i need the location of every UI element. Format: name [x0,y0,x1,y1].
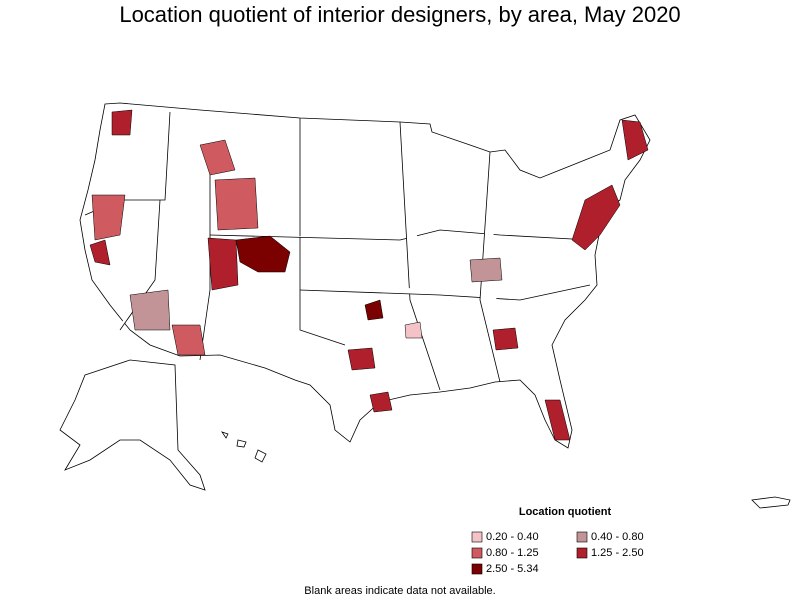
legend-swatch [576,547,588,559]
state-lines [199,150,211,361]
area-nevada-north [91,194,126,241]
area-houston [369,391,393,413]
legend-label: 0.20 - 0.40 [486,531,539,543]
legend-swatch [471,563,483,575]
area-wyoming [214,177,259,231]
legend: Location quotient 0.20 - 0.40 0.40 - 0.80… [471,506,644,575]
legend-label: 2.50 - 5.34 [486,563,539,575]
area-montana [199,139,236,176]
area-arizona [129,289,171,331]
legend-label: 1.25 - 2.50 [591,547,644,559]
state-lines [209,229,591,241]
map-title: Location quotient of interior designers,… [119,2,680,27]
legend-title: Location quotient [519,506,612,518]
state-lines [119,199,161,331]
area-memphis [404,321,423,339]
state-lines [299,118,346,346]
area-washington [111,109,133,136]
area-dallas [347,347,376,371]
legend-swatch [471,531,483,543]
area-co-west [207,237,239,291]
legend-label: 0.40 - 0.80 [591,531,644,543]
us-map [59,102,791,509]
legend-label: 0.80 - 1.25 [486,547,539,559]
footnote: Blank areas indicate data not available. [304,585,495,597]
alaska [59,359,206,491]
area-california [89,239,111,266]
state-lines [399,121,441,391]
legend-swatch [576,531,588,543]
area-atlanta [492,327,519,351]
legend-swatch [471,547,483,559]
hawaii [221,431,267,463]
area-denver [235,235,291,273]
area-arizona-south [171,324,206,356]
area-kansas-city [364,299,384,321]
area-ohio [469,257,503,283]
area-florida [544,399,571,441]
area-maine [621,119,649,161]
puerto-rico [751,496,791,509]
areas [89,109,649,441]
area-northeast [571,184,621,251]
